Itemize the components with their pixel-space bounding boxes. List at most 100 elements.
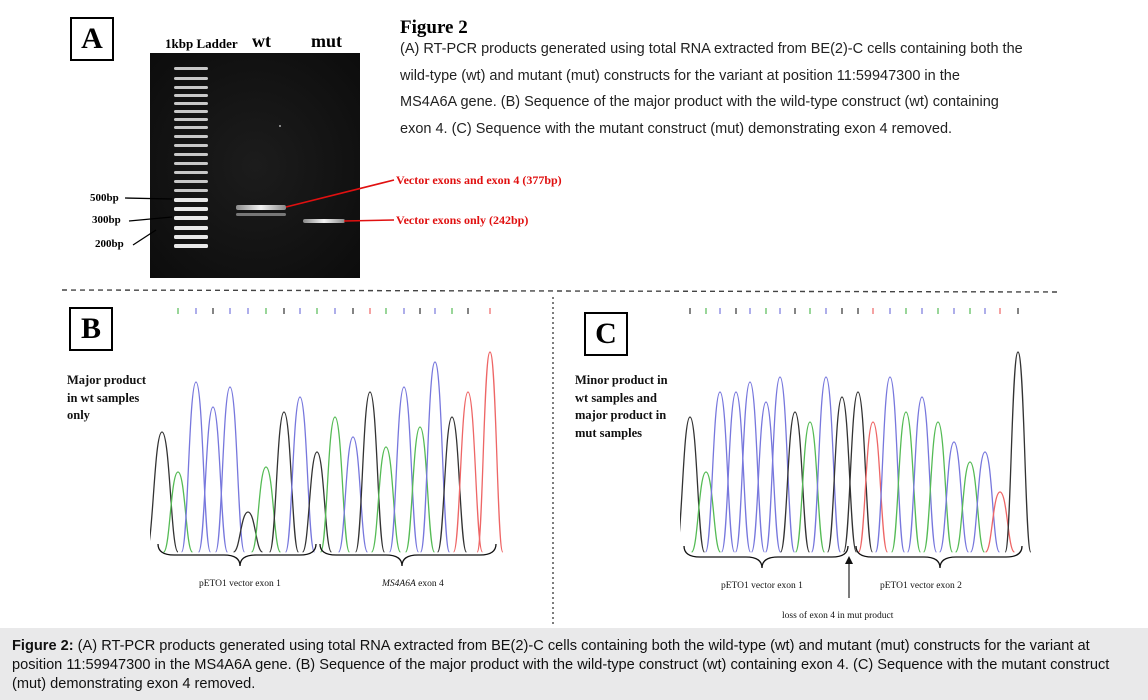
chromatogram-peak [284,396,316,553]
ladder-band [174,144,208,147]
chromatogram-c [680,308,1032,553]
panel-letter: A [81,22,103,55]
wt-band [236,205,286,210]
figure-text-line: wild-type (wt) and mutant (mut) construc… [400,67,960,84]
brace-b-right-label: MS4A6A exon 4 [382,579,444,589]
band-pointer-lines [285,179,395,222]
note-line: in wt samples [67,390,140,405]
exon-label: exon 4 [415,579,444,589]
panel-b-label: B [69,307,113,351]
marker-500bp: 500bp [90,192,119,204]
chromatogram-peak [476,351,504,553]
chromatogram-b [150,308,504,553]
marker-pointer-lines [124,197,173,246]
ladder-band [174,162,208,165]
panel-a-label: A [70,17,114,61]
chromatogram-peak [704,391,736,553]
ladder-band [174,180,208,183]
chromatogram-peak [779,411,811,553]
band-label-242bp: Vector exons only (242bp) [396,213,529,227]
figure-caption: Figure 2: (A) RT-PCR products generated … [12,637,1137,694]
chromatogram-peak [906,396,938,553]
gene-name: MS4A6A [382,579,416,589]
ladder-band [174,226,208,230]
chromatogram-peak [969,451,1001,553]
chromatogram-peak [1004,351,1032,553]
chromatogram-peak [452,391,484,553]
ladder-band [174,67,208,70]
marker-200bp: 200bp [95,238,124,250]
chromatogram-peak [690,471,722,553]
ladder-band [174,126,208,129]
chromatogram-peak [890,411,922,553]
chromatogram-peak [162,471,194,553]
chromatogram-peak [354,391,386,553]
chromatogram-peak [232,511,264,553]
chromatogram-peak [301,451,333,553]
ladder-band [174,94,208,97]
panel-b-note: Major product in wt samples only [67,372,146,425]
chromatogram-peak [938,441,970,553]
chromatogram-peak [874,376,906,553]
ladder-band [174,118,208,121]
junction-label: loss of exon 4 in mut product [782,611,894,621]
ladder-band [174,110,208,113]
ladder-band [174,171,208,174]
chromatogram-peak [954,461,986,553]
figure-description: (A) RT-PCR products generated using tota… [400,36,1120,142]
note-line: only [67,408,90,422]
wt-band-lower [236,213,286,216]
ladder-band [174,86,208,89]
chromatogram-peak [319,416,351,553]
chromatogram-peak [826,396,858,553]
chromatogram-peak [734,381,766,553]
mut-band [303,219,345,223]
ladder-band [174,244,208,248]
ladder-lane-label: 1kbp Ladder [165,36,238,51]
ladder-band [174,135,208,138]
figure-heading: Figure 2 [400,17,468,38]
chromatogram-peak [764,376,796,553]
band-label-377bp: Vector exons and exon 4 (377bp) [396,173,562,187]
chromatogram-peak [680,416,706,553]
marker-300bp: 300bp [92,214,121,226]
ladder-band [174,198,208,202]
chromatogram-peak [750,401,782,553]
chromatogram-peak [984,491,1016,553]
wt-lane-label: wt [252,31,271,51]
ladder-band [174,153,208,156]
figure-text-line: MS4A6A gene. (B) Sequence of the major p… [400,94,999,110]
note-line: wt samples and [575,390,657,405]
caption-label: Figure 2: [12,638,74,654]
chromatogram-peak [857,421,889,553]
mut-lane-label: mut [311,31,342,51]
panel-dividers [61,289,1059,625]
chromatogram-peak [810,376,842,553]
chromatogram-peak [419,361,451,553]
chromatogram-peak [842,391,874,553]
caption-text: (A) RT-PCR products generated using tota… [12,638,1110,692]
brace-c-left-label: pETO1 vector exon 1 [721,581,803,591]
note-line: Minor product in [575,373,668,387]
panel-c-note: Minor product in wt samples and major pr… [575,372,668,442]
panel-letter: C [595,317,617,350]
panel-c-label: C [584,312,628,356]
chromatogram-peak [388,386,420,553]
chromatogram-peak [268,411,300,553]
ladder-band [174,235,208,239]
chromatogram-peak [180,381,212,553]
gel-image [150,53,360,278]
caption-background [0,628,1148,700]
chromatogram-peak [720,391,752,553]
brace-b [157,543,497,567]
chromatogram-peak [197,406,229,553]
chromatogram-peak [922,421,954,553]
figure-text-line: (A) RT-PCR products generated using tota… [400,41,1023,57]
panel-letter: B [80,312,101,345]
chromatogram-peak [404,426,436,553]
chromatogram-peak [370,446,402,553]
chromatogram-peak [337,436,369,553]
brace-b-left-label: pETO1 vector exon 1 [199,579,281,589]
chromatogram-peak [150,431,179,553]
ladder-bands [174,67,208,248]
